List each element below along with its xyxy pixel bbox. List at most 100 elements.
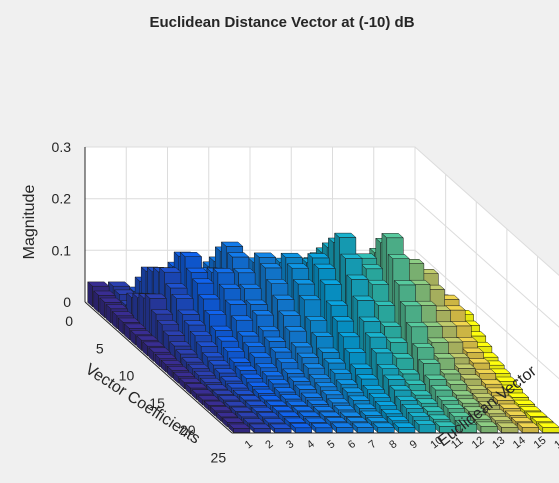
bar-face-top — [370, 348, 394, 354]
bar-face-top — [379, 321, 402, 327]
z-axis-label: Magnitude — [21, 185, 38, 260]
bar-face-top — [221, 417, 245, 423]
bar-face-top — [368, 393, 392, 398]
bar-face-side — [336, 427, 354, 433]
bar-face-top — [158, 267, 182, 273]
bar-face-top — [230, 406, 253, 412]
bar-face-top — [265, 400, 288, 406]
bar-face-top — [105, 304, 129, 310]
bar-face-side — [233, 428, 251, 433]
bar-face-top — [360, 410, 383, 416]
bar-face-top — [498, 403, 521, 409]
bar-face-top — [409, 390, 433, 396]
bar-face-top — [265, 279, 289, 284]
bar-face-top — [304, 316, 328, 321]
bar-face-top — [374, 401, 398, 406]
bar-face-top — [253, 388, 276, 394]
vector-tick-label: 16 — [552, 434, 559, 451]
bar-face-top — [236, 412, 259, 418]
bar-face-top — [93, 290, 116, 296]
bar-face-top — [461, 347, 485, 353]
bar-face-top — [444, 379, 468, 385]
bar-face-top — [307, 253, 330, 259]
bar-face-top — [178, 377, 202, 383]
bar-face-top — [204, 310, 227, 315]
bar-face-top — [531, 417, 554, 423]
bar-face-top — [210, 325, 233, 331]
bar-face-top — [512, 399, 536, 405]
bar-face-top — [340, 253, 363, 259]
bar — [413, 419, 437, 434]
bar-face-top — [209, 406, 233, 412]
bar-face-top — [240, 373, 264, 379]
bar-face-side — [253, 428, 271, 433]
bar-face-top — [310, 423, 334, 429]
bar-face-top — [107, 281, 131, 287]
bar-face-top — [424, 374, 447, 380]
bar-face-side — [398, 427, 416, 433]
bar-face-top — [171, 294, 194, 299]
bar-face-top — [302, 363, 326, 369]
bar — [269, 423, 292, 434]
bar-face-top — [351, 422, 375, 428]
bar-face-top — [364, 332, 388, 338]
bar-face-top — [450, 390, 474, 396]
bar-face-top — [226, 383, 249, 389]
bar-face-top — [453, 363, 476, 369]
bar-face-top — [385, 337, 408, 343]
bar-face-top — [187, 363, 210, 369]
bar-face-top — [333, 232, 357, 238]
bar-face-top — [259, 395, 282, 401]
bar-face-top — [99, 297, 122, 303]
bar-face-top — [150, 309, 174, 315]
bar-face-top — [467, 358, 491, 364]
bar-face-top — [148, 347, 171, 353]
bar-face-top — [296, 352, 320, 358]
bar-face-top — [275, 358, 299, 363]
bar-face-top — [216, 336, 239, 342]
bar-face-top — [413, 420, 437, 425]
bar-face-top — [261, 371, 285, 377]
bar-face-top — [273, 387, 297, 393]
bar-face-top — [469, 414, 492, 420]
bar-face-side — [356, 427, 374, 433]
bar-face-top — [259, 263, 283, 269]
bar-face-top — [405, 322, 429, 328]
bar — [331, 422, 354, 434]
bar-face-top — [392, 422, 416, 428]
bar-face-top — [362, 385, 385, 390]
bar-face-top — [448, 412, 472, 417]
bar-face-top — [191, 278, 215, 284]
bar-face-top — [306, 399, 330, 405]
bar-face-top — [387, 254, 411, 259]
bar — [248, 423, 272, 434]
bar-face-top — [343, 348, 367, 353]
z-tick-label: 0.3 — [52, 139, 72, 155]
bar-face-top — [389, 385, 412, 391]
bar-face-top — [399, 301, 423, 307]
bar-face-top — [479, 379, 503, 385]
bar-face-top — [253, 252, 277, 258]
bar-face-top — [360, 264, 384, 270]
bar-face-top — [160, 360, 184, 365]
bar-face-top — [233, 268, 256, 274]
bar-face-top — [386, 416, 410, 422]
bar-face-top — [366, 417, 389, 423]
bar-face-top — [162, 330, 186, 336]
bar-face-top — [345, 417, 369, 423]
bar-face-top — [317, 347, 340, 353]
bar-face-top — [277, 411, 301, 417]
bar-face-top — [256, 412, 280, 418]
bar — [475, 421, 499, 434]
bar-face-top — [280, 252, 304, 258]
bar-face-side — [521, 427, 539, 433]
bar-face-top — [177, 309, 200, 315]
bar-face-top — [489, 416, 513, 422]
bar-face-top — [220, 241, 244, 247]
bar-face-top — [333, 405, 356, 411]
bar-face-top — [117, 317, 141, 323]
bar-face-top — [185, 383, 208, 389]
bar-face-top — [185, 267, 209, 273]
bar-face-top — [172, 371, 196, 377]
